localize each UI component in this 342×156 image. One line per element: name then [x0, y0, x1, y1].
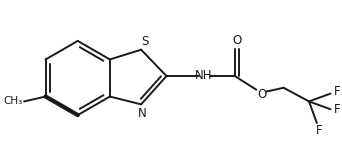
Text: F: F	[315, 124, 322, 137]
Text: O: O	[258, 88, 267, 101]
Text: N: N	[138, 107, 146, 120]
Text: F: F	[334, 103, 341, 116]
Text: O: O	[232, 34, 241, 47]
Text: S: S	[141, 35, 149, 48]
Text: NH: NH	[195, 69, 212, 82]
Text: CH₃: CH₃	[3, 96, 22, 106]
Text: F: F	[334, 85, 341, 98]
